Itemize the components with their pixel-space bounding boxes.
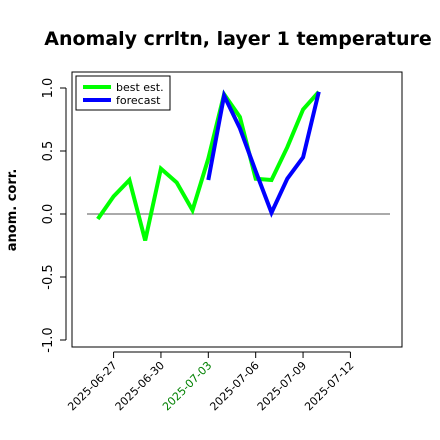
y-tick-label: -1.0: [41, 327, 56, 352]
x-tick-label: 2025-07-06: [207, 359, 261, 413]
x-tick-label: 2025-07-03: [160, 359, 214, 413]
y-axis: -1.0 -0.5 0.0 0.5 1.0: [41, 78, 67, 353]
x-tick-label: 2025-06-30: [113, 359, 167, 413]
series-line-forecast: [206, 89, 321, 218]
plot-area: [71, 71, 403, 348]
legend-box: [75, 75, 171, 111]
x-axis: 2025-06-272025-06-302025-07-032025-07-06…: [65, 351, 357, 413]
x-tick-label: 2025-07-09: [255, 359, 309, 413]
y-tick-label: -0.5: [41, 264, 56, 289]
x-tick-label: 2025-06-27: [65, 359, 119, 413]
x-tick-label: 2025-07-12: [302, 359, 356, 413]
series-group: [96, 89, 321, 242]
series-line-best-est: [96, 89, 321, 242]
chart-title: Anomaly crrltn, layer 1 temperature: [44, 28, 432, 50]
legend: best est. forecast: [75, 75, 171, 111]
y-tick-label: 0.0: [41, 204, 56, 225]
legend-label-forecast: forecast: [116, 94, 161, 107]
legend-label-best-est: best est.: [116, 81, 164, 94]
y-axis-label: anom. corr.: [5, 169, 20, 252]
y-tick-label: 0.5: [41, 141, 56, 162]
y-tick-label: 1.0: [41, 78, 56, 99]
